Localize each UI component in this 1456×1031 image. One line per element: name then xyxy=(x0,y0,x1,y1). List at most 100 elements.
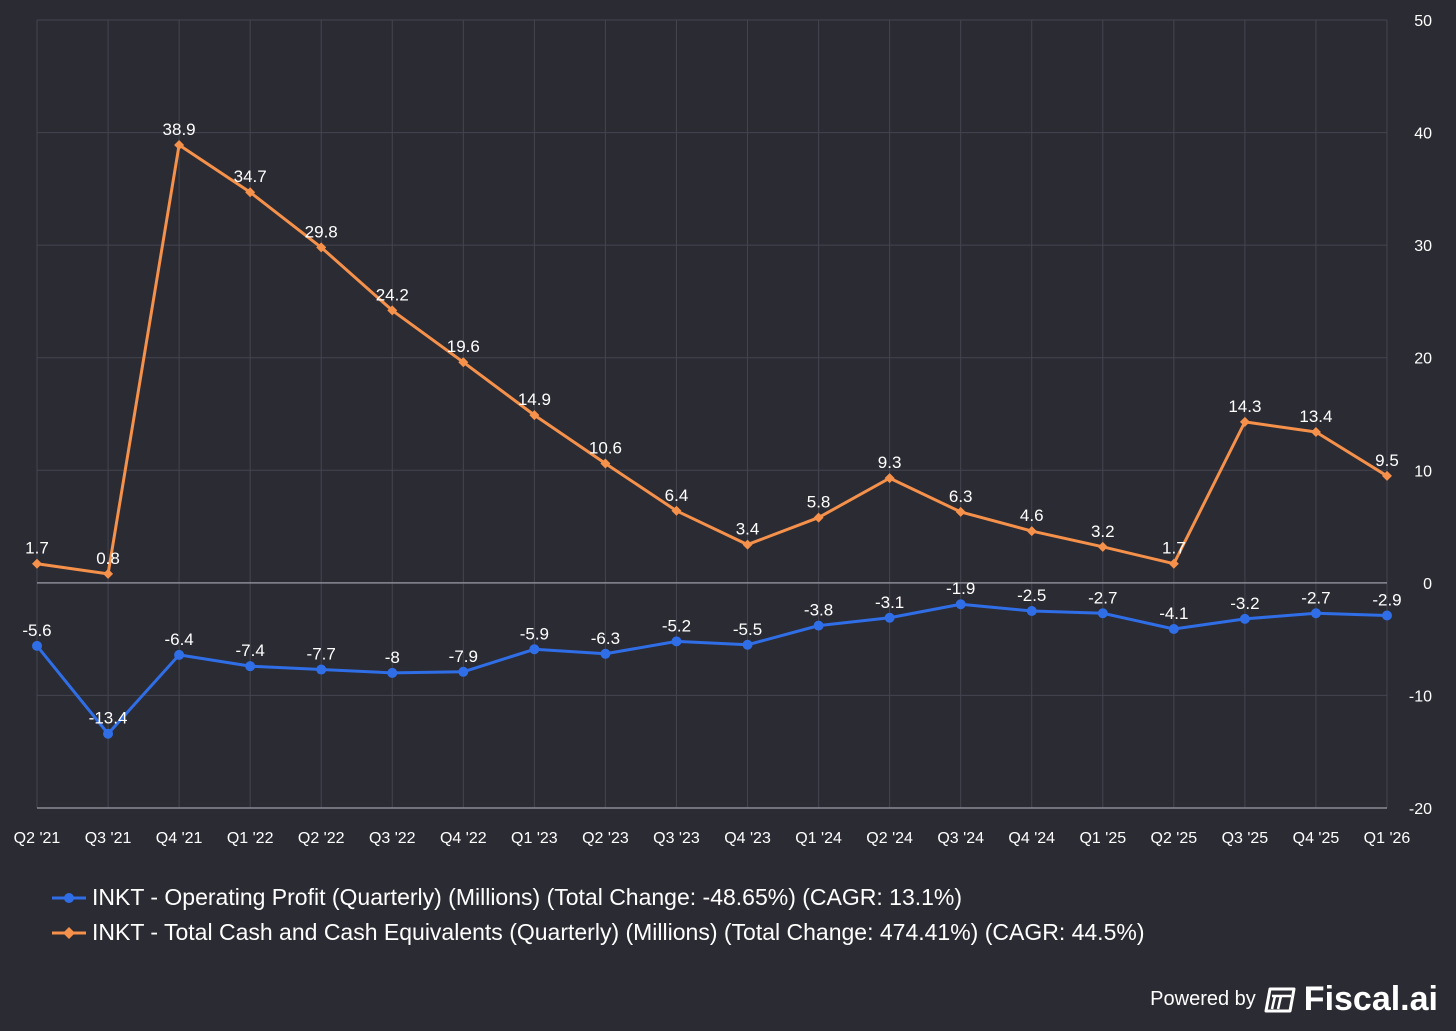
y-tick-label: -20 xyxy=(1409,801,1432,818)
data-point xyxy=(955,599,966,610)
data-point xyxy=(529,644,540,655)
x-tick-label: Q2 '23 xyxy=(582,830,629,847)
data-point xyxy=(103,728,114,739)
data-point xyxy=(742,539,753,550)
data-label: -3.8 xyxy=(804,601,833,620)
x-tick-label: Q1 '22 xyxy=(227,830,274,847)
x-tick-label: Q3 '22 xyxy=(369,830,416,847)
line-chart: -20 -10 0 10 20 30 40 50 Q2 '21 Q3 '21 Q4 '21 Q1 '2… xyxy=(14,13,1432,847)
data-label: 29.8 xyxy=(305,222,338,241)
data-label: 14.3 xyxy=(1228,397,1261,416)
series-total-cash: 1.7 0.8 38.9 34.7 29.8 24.2 19.6 14.9 10.6 6.4 3.4… xyxy=(25,120,1399,579)
legend-label-total-cash: INKT - Total Cash and Cash Equivalents (… xyxy=(92,919,1145,945)
data-point xyxy=(1026,606,1037,616)
data-point xyxy=(813,620,824,631)
data-label: -5.2 xyxy=(662,616,691,635)
data-point xyxy=(1310,427,1321,438)
series-line xyxy=(35,602,1388,736)
data-point xyxy=(1310,608,1321,619)
x-tick-label: Q1 '23 xyxy=(511,830,558,847)
y-tick-label: 40 xyxy=(1414,126,1432,143)
data-point xyxy=(813,512,824,523)
data-label: 9.3 xyxy=(878,453,902,472)
data-point xyxy=(458,666,469,677)
data-point xyxy=(600,648,611,659)
legend-item-total-cash[interactable]: INKT - Total Cash and Cash Equivalents (… xyxy=(52,915,1144,950)
data-label: -5.9 xyxy=(520,624,549,643)
data-label: 0.8 xyxy=(96,549,120,568)
x-tick-label: Q3 '23 xyxy=(653,830,700,847)
legend: INKT - Operating Profit (Quarterly) (Mil… xyxy=(52,880,1144,950)
y-tick-label: 30 xyxy=(1414,238,1432,255)
data-point xyxy=(103,568,114,579)
data-point xyxy=(671,505,682,516)
data-point xyxy=(884,612,895,623)
legend-item-operating-profit[interactable]: INKT - Operating Profit (Quarterly) (Mil… xyxy=(52,880,1144,915)
data-label: -7.7 xyxy=(307,645,336,664)
y-tick-label: 10 xyxy=(1414,463,1432,480)
y-tick-label: 0 xyxy=(1423,576,1432,593)
data-label: 10.6 xyxy=(589,439,622,458)
data-label: -7.4 xyxy=(236,641,265,660)
data-point xyxy=(387,305,398,316)
data-label: 5.8 xyxy=(807,493,831,512)
data-point xyxy=(600,458,611,469)
series-line xyxy=(36,143,1388,576)
x-tick-label: Q3 '25 xyxy=(1222,830,1269,847)
x-tick-label: Q1 '26 xyxy=(1364,830,1411,847)
x-tick-label: Q3 '24 xyxy=(937,830,984,847)
powered-by-footer: Powered by Fiscal.ai xyxy=(1150,980,1438,1019)
y-tick-label: 20 xyxy=(1414,351,1432,368)
data-label: -5.5 xyxy=(733,620,762,639)
data-label: 9.5 xyxy=(1375,451,1399,470)
data-label: 3.4 xyxy=(736,520,760,539)
data-point xyxy=(1026,526,1037,537)
data-label: -2.9 xyxy=(1372,591,1401,610)
data-label: 1.7 xyxy=(25,539,49,558)
data-point xyxy=(1168,624,1179,635)
data-label: 14.9 xyxy=(518,390,551,409)
x-tick-label: Q2 '24 xyxy=(866,830,913,847)
data-point xyxy=(1168,558,1179,569)
data-label: -2.7 xyxy=(1301,588,1330,607)
data-label: 34.7 xyxy=(234,167,267,186)
data-label: 38.9 xyxy=(163,120,196,139)
data-label: 6.3 xyxy=(949,487,973,506)
data-label: 24.2 xyxy=(376,285,409,304)
data-point xyxy=(529,410,540,421)
legend-swatch-operating-profit xyxy=(52,892,86,903)
powered-by-text: Powered by xyxy=(1150,988,1256,1010)
x-tick-label: Q4 '23 xyxy=(724,830,771,847)
x-tick-label: Q4 '22 xyxy=(440,830,487,847)
data-point xyxy=(1382,610,1392,621)
x-tick-label: Q3 '21 xyxy=(85,830,132,847)
data-label: 1.7 xyxy=(1162,539,1186,558)
data-point xyxy=(32,640,42,651)
data-label: 19.6 xyxy=(447,337,480,356)
data-label: -3.1 xyxy=(875,593,904,612)
data-point xyxy=(955,506,966,517)
data-label: -7.9 xyxy=(449,647,478,666)
data-point xyxy=(32,558,42,569)
data-point xyxy=(387,667,398,678)
data-label: 4.6 xyxy=(1020,506,1044,525)
series-operating-profit: -5.6 -13.4 -6.4 -7.4 -7.7 -8 -7.9 -5.9 -6.3 -5.2 -… xyxy=(22,579,1402,739)
data-point xyxy=(742,639,753,650)
data-point xyxy=(174,139,185,150)
data-label: -4.1 xyxy=(1159,604,1188,623)
data-point xyxy=(671,636,682,647)
data-label: -8 xyxy=(385,648,400,667)
x-tick-label: Q1 '24 xyxy=(795,830,842,847)
data-label: -2.7 xyxy=(1088,588,1117,607)
data-label: -6.3 xyxy=(591,629,620,648)
x-tick-label: Q4 '21 xyxy=(156,830,203,847)
data-point xyxy=(1097,541,1108,552)
x-tick-label: Q2 '25 xyxy=(1151,830,1198,847)
data-point xyxy=(1097,608,1108,619)
data-point xyxy=(174,649,185,660)
data-point xyxy=(1382,470,1392,481)
data-label: 6.4 xyxy=(665,486,689,505)
data-label: -2.5 xyxy=(1017,586,1046,605)
x-tick-label: Q2 '22 xyxy=(298,830,345,847)
data-point xyxy=(1239,416,1250,427)
